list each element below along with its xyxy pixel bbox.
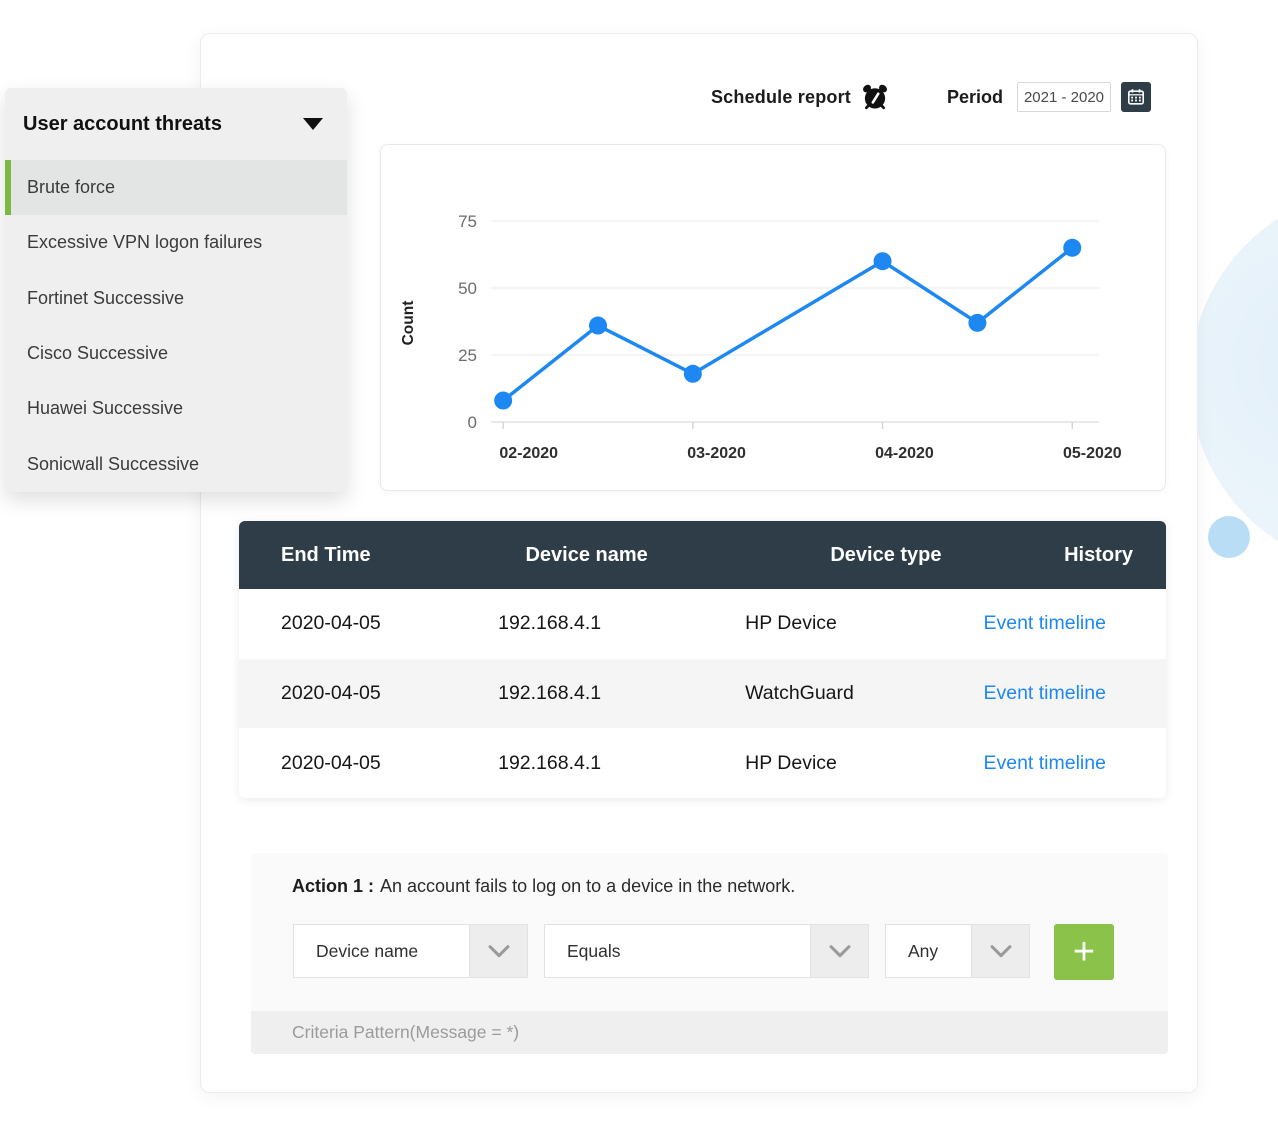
event-timeline-link[interactable]: Event timeline [983, 682, 1106, 704]
column-header-device-type: Device type [830, 543, 942, 566]
table-row: 2020-04-05 192.168.4.1 HP Device Event t… [239, 589, 1166, 659]
sidebar-item-label: Cisco Successive [27, 343, 169, 364]
chevron-down-icon [810, 925, 868, 977]
sidebar-item-label: Fortinet Successive [27, 287, 185, 308]
action-title-prefix: Action 1 : [292, 876, 375, 896]
count-line-chart: 0 25 50 75 02-2020 03-2020 04-2020 05-2020 Count [380, 144, 1166, 491]
add-criteria-button[interactable]: + [1054, 924, 1114, 980]
sidebar-item-label: Huawei Successive [27, 398, 184, 419]
column-header-history: History [1064, 543, 1133, 566]
alarm-clock-icon [861, 83, 889, 111]
calendar-icon [1127, 88, 1145, 106]
svg-text:25: 25 [458, 346, 477, 365]
chevron-down-icon [469, 925, 527, 977]
chevron-down-icon [971, 925, 1029, 977]
cell-device-type: HP Device [745, 612, 837, 635]
sidebar-item-cisco-successive[interactable]: Cisco Successive [5, 326, 347, 381]
svg-text:04-2020: 04-2020 [875, 445, 934, 462]
cell-end-time: 2020-04-05 [281, 682, 381, 704]
decorative-circle-small [1208, 516, 1250, 558]
cell-device-name: 192.168.4.1 [498, 682, 602, 704]
sidebar-item-sonicwall-successive[interactable]: Sonicwall Successive [5, 437, 347, 492]
sidebar-item-fortinet-successive[interactable]: Fortinet Successive [5, 271, 347, 326]
period-input[interactable] [1017, 82, 1111, 112]
event-timeline-link[interactable]: Event timeline [983, 612, 1106, 635]
svg-text:50: 50 [458, 279, 477, 298]
field-select-value: Device name [316, 940, 419, 961]
svg-text:05-2020: 05-2020 [1063, 445, 1122, 462]
value-select[interactable]: Any [885, 924, 1030, 978]
table-row: 2020-04-05 192.168.4.1 WatchGuard Event … [239, 658, 1166, 729]
cell-end-time: 2020-04-05 [281, 751, 381, 774]
cell-device-type: HP Device [745, 751, 837, 774]
criteria-dropdown-row: Device name Equals Any [293, 924, 1114, 980]
sidebar-item-huawei-successive[interactable]: Huawei Successive [5, 381, 347, 436]
sidebar-item-brute-force[interactable]: Brute force [5, 160, 347, 216]
caret-down-icon [303, 118, 323, 130]
main-card: Schedule report Period [200, 33, 1198, 1093]
line-chart-svg: 0 25 50 75 02-2020 03-2020 04-2020 05-2020 Count [400, 212, 1122, 462]
cell-device-type: WatchGuard [745, 682, 854, 704]
svg-text:75: 75 [458, 212, 477, 231]
operator-select[interactable]: Equals [544, 924, 869, 978]
event-timeline-link[interactable]: Event timeline [983, 751, 1106, 774]
action-title-text: An account fails to log on to a device i… [380, 876, 796, 896]
decorative-circle-large [1190, 188, 1278, 572]
cell-device-name: 192.168.4.1 [498, 751, 602, 774]
period-group: Period [947, 82, 1151, 112]
action-builder-panel: Action 1 : An account fails to log on to … [251, 853, 1168, 1054]
field-select[interactable]: Device name [293, 924, 528, 978]
sidebar-item-label: Sonicwall Successive [27, 453, 200, 474]
sidebar-item-label: Brute force [27, 177, 116, 198]
schedule-report-label: Schedule report [710, 86, 851, 107]
card-header: Schedule report Period [711, 80, 1151, 114]
schedule-report-button[interactable]: Schedule report [711, 83, 889, 111]
sidebar-item-excessive-vpn-logon-failures[interactable]: Excessive VPN logon failures [5, 215, 347, 270]
sidebar-title: User account threats [23, 112, 222, 135]
sidebar-dropdown-header[interactable]: User account threats [5, 88, 347, 160]
action-title: Action 1 : An account fails to log on to … [292, 876, 795, 897]
svg-text:02-2020: 02-2020 [499, 445, 558, 462]
table-row: 2020-04-05 192.168.4.1 HP Device Event t… [239, 728, 1166, 798]
column-header-end-time: End Time [281, 543, 371, 566]
events-table: End Time Device name Device type History… [239, 521, 1166, 798]
criteria-pattern-text: Criteria Pattern(Message = *) [292, 1022, 520, 1042]
svg-text:0: 0 [468, 413, 477, 432]
sidebar-item-label: Excessive VPN logon failures [27, 232, 263, 253]
column-header-device-name: Device name [525, 543, 648, 566]
operator-select-value: Equals [567, 940, 621, 961]
period-label: Period [946, 86, 1003, 107]
cell-end-time: 2020-04-05 [281, 612, 381, 635]
svg-text:Count: Count [400, 301, 417, 346]
table-header: End Time Device name Device type History [239, 521, 1166, 589]
calendar-button[interactable] [1121, 82, 1151, 112]
criteria-pattern-bar: Criteria Pattern(Message = *) [251, 1011, 1168, 1054]
value-select-value: Any [908, 940, 939, 961]
svg-text:03-2020: 03-2020 [687, 445, 746, 462]
cell-device-name: 192.168.4.1 [498, 612, 602, 635]
threat-sidebar: User account threats Brute force Excessi… [5, 88, 347, 492]
